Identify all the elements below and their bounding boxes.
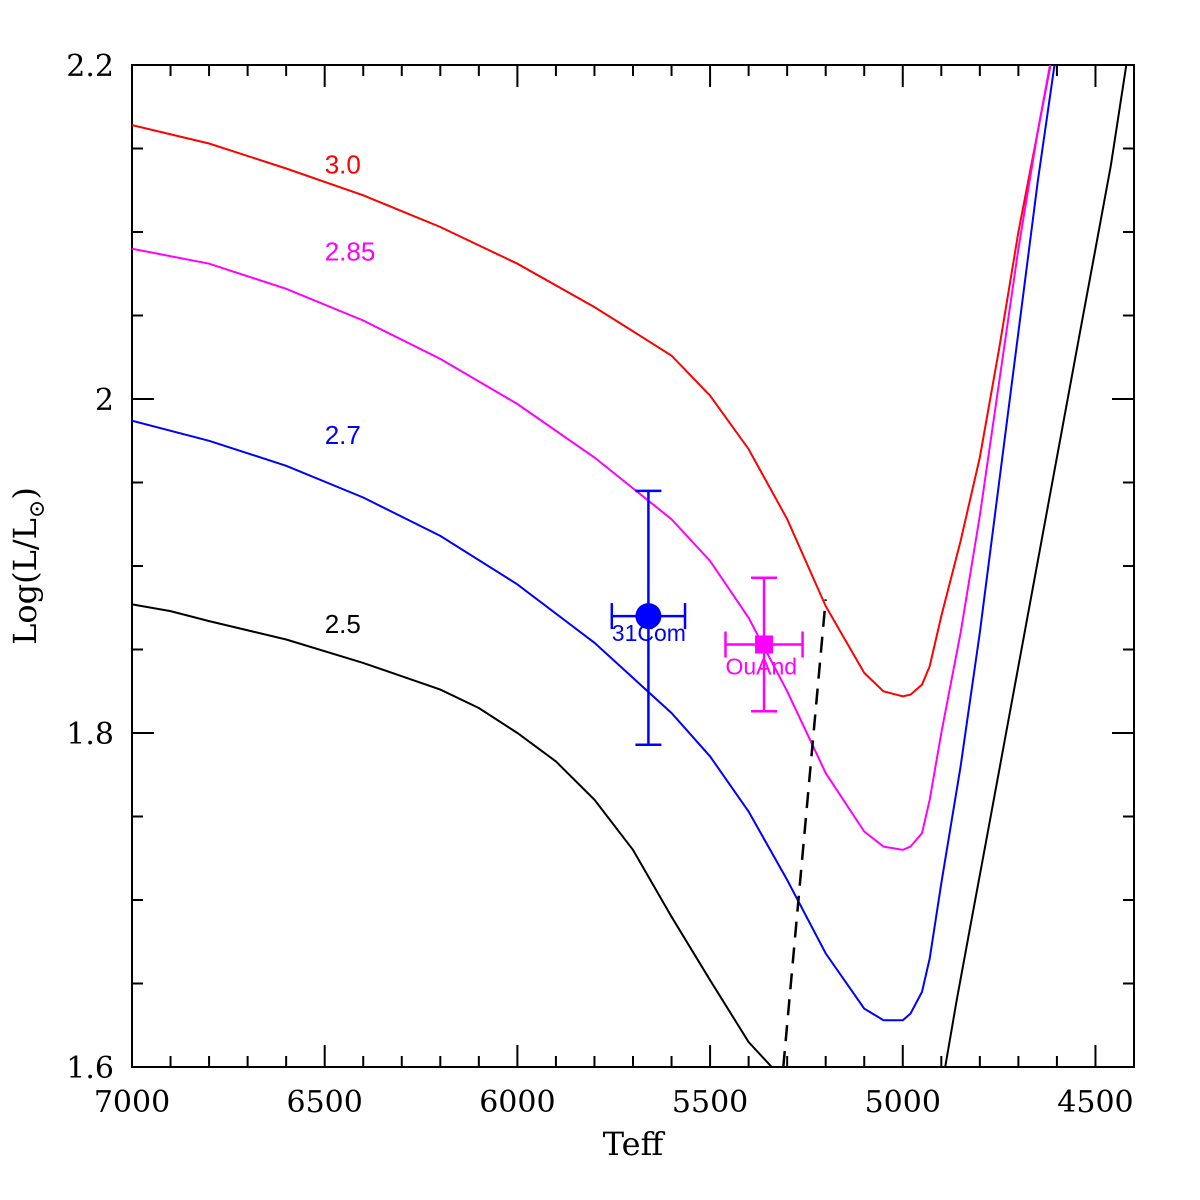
y-axis-title: Log(L/L⊙) [6,487,50,645]
track-line-extra-4 [944,65,1128,1067]
series-labels: 3.0 2.85 2.7 2.5 31Com OuAnd [325,150,797,680]
marker-31Com [635,603,662,630]
star-label-31Com: 31Com [612,620,686,646]
track-line-3.0 [132,65,1052,698]
x-tick-label: 6500 [287,1085,363,1120]
marker-OuAnd [755,635,774,654]
y-axis-title-subscript: ⊙ [25,500,50,518]
star-label-OuAnd: OuAnd [725,654,797,680]
star-markers [610,489,804,746]
y-tick-label: 2.2 [66,49,114,84]
track-label: 2.7 [325,420,361,450]
x-tick-label: 5000 [865,1085,941,1120]
track-label: 2.85 [325,236,376,266]
axis-tick-labels: 7000 6500 6000 5500 5000 4500 1.6 1.8 2 2.2 [66,49,1133,1120]
dashed-line [782,599,827,1067]
x-tick-label: 4500 [1057,1085,1133,1120]
x-axis-title: Teff [603,1125,666,1163]
x-tick-label: 5500 [672,1085,748,1120]
axis-ticks [131,64,1135,1068]
x-tick-label: 6000 [479,1085,555,1120]
evolution-tracks [132,65,1128,1067]
y-tick-label: 1.6 [66,1051,114,1086]
y-tick-label: 1.8 [66,717,114,752]
plot-frame [131,64,1135,1068]
y-axis-title-suffix: ) [6,487,44,499]
track-label: 2.5 [325,609,361,639]
y-axis-title-main: Log(L/L [6,518,44,645]
track-label: 3.0 [325,150,361,180]
y-tick-label: 2 [95,383,114,418]
track-line-2.7 [132,65,1056,1022]
track-line-2.5 [132,603,774,1067]
track-line-2.85 [132,65,1052,851]
x-tick-label: 7000 [94,1085,170,1120]
